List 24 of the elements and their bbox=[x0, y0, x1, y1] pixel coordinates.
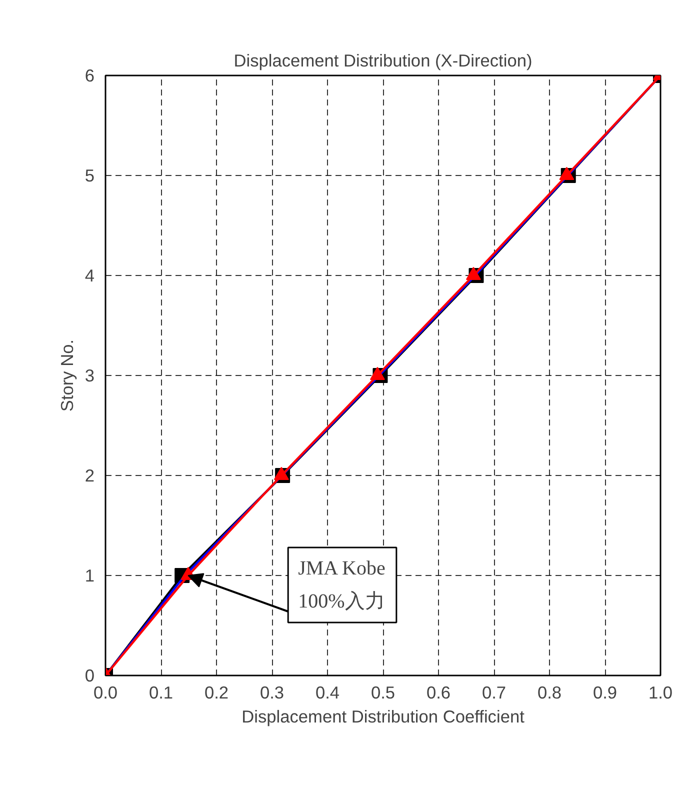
y-tick-label: 2 bbox=[84, 466, 95, 486]
x-tick-label: 0.3 bbox=[260, 682, 284, 702]
x-tick-label: 0.7 bbox=[482, 682, 506, 702]
x-tick-label: 0.1 bbox=[148, 682, 174, 702]
x-tick-label: 0.5 bbox=[370, 682, 396, 702]
x-tick-label: 0.0 bbox=[93, 682, 118, 702]
point bbox=[274, 466, 289, 480]
x-tick-label: 1.0 bbox=[648, 682, 673, 702]
chart-title: Displacement Distribution (X-Direction) bbox=[234, 50, 532, 70]
y-axis-title: Story No. bbox=[56, 339, 77, 412]
y-tick-label: 3 bbox=[84, 366, 95, 386]
point bbox=[370, 366, 385, 380]
y-tick-label: 4 bbox=[84, 266, 95, 286]
annotation: JMA Kobe 100%入力 bbox=[298, 558, 386, 612]
x-tick-label: 0.6 bbox=[426, 682, 451, 702]
x-axis-title: Displacement Distribution Coefficient bbox=[242, 706, 525, 726]
x-tick-label: 0.2 bbox=[204, 682, 229, 702]
x-tick-label: 0.8 bbox=[537, 682, 562, 702]
y-tick-label: 5 bbox=[84, 166, 95, 186]
x-tick-label: 0.9 bbox=[592, 682, 618, 702]
y-tick-label: 0 bbox=[84, 666, 95, 686]
y-tick-label: 6 bbox=[84, 66, 95, 86]
y-tick-label: 1 bbox=[84, 566, 95, 586]
x-tick-label: 0.4 bbox=[315, 682, 340, 702]
